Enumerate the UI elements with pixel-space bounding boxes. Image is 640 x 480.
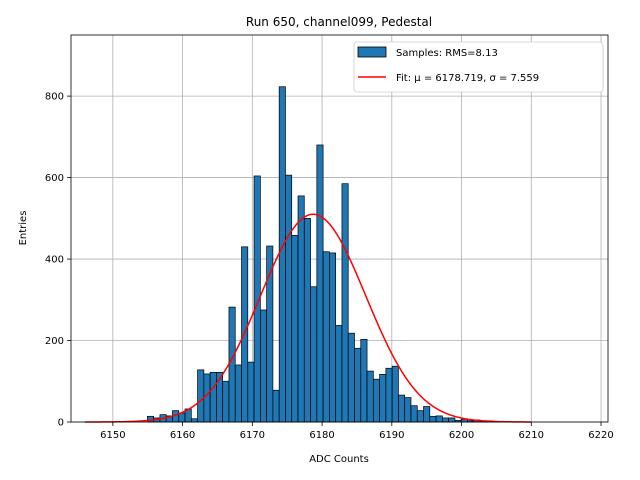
histogram-bar <box>228 306 236 423</box>
legend-bars-swatch <box>357 46 387 58</box>
x-tick-label: 6200 <box>449 430 474 441</box>
x-tick-label: 6170 <box>240 430 265 441</box>
histogram-bar <box>310 286 318 423</box>
legend-fit-label: Fit: μ = 6178.719, σ = 7.559 <box>396 73 539 84</box>
histogram-bar <box>341 183 349 423</box>
histogram-bar <box>416 410 424 423</box>
x-axis-label: ADC Counts <box>309 454 369 465</box>
plot-frame <box>70 34 609 423</box>
histogram-bar <box>285 174 293 423</box>
histogram-bar <box>335 325 343 423</box>
x-tick-label: 6160 <box>170 430 195 441</box>
histogram-bar <box>360 338 368 423</box>
histogram-bar <box>316 144 324 423</box>
legend-box <box>353 41 604 93</box>
x-tick-label: 6180 <box>309 430 334 441</box>
legend: Samples: RMS=8.13 Fit: μ = 6178.719, σ =… <box>353 41 604 93</box>
x-tick-label: 6220 <box>588 430 613 441</box>
y-axis-label: Entries <box>18 211 29 246</box>
histogram-bar <box>354 347 362 423</box>
histogram-bar <box>391 365 399 423</box>
histogram-bar <box>303 217 311 423</box>
histogram-bar <box>329 252 337 423</box>
histogram-bar <box>209 371 217 423</box>
histogram-bar <box>259 309 267 423</box>
x-axis-ticks: 6150 6160 6170 6180 6190 6200 6210 6220 <box>100 422 614 441</box>
histogram-bar <box>322 251 330 423</box>
histogram-bar <box>398 394 406 423</box>
histogram-bar <box>190 418 198 423</box>
histogram-bar <box>366 370 374 423</box>
y-tick-label: 800 <box>45 92 64 103</box>
histogram-bar <box>234 364 242 423</box>
histogram-bar <box>291 235 299 423</box>
histogram-bar <box>178 412 186 423</box>
x-tick-label: 6150 <box>100 430 125 441</box>
histogram-bar <box>347 332 355 423</box>
histogram-bar <box>385 367 393 423</box>
histogram-bar <box>429 415 437 423</box>
histogram-bar <box>423 406 431 423</box>
histogram-bar <box>203 373 211 423</box>
histogram-bar <box>278 86 286 423</box>
histogram-bar <box>372 378 380 423</box>
histogram-bar <box>448 417 456 423</box>
x-tick-label: 6210 <box>519 430 544 441</box>
y-tick-label: 200 <box>45 336 64 347</box>
histogram-bar <box>222 380 230 423</box>
y-tick-label: 0 <box>58 418 64 429</box>
gaussian-fit-curve <box>84 213 532 423</box>
histogram-bar <box>410 405 418 423</box>
histogram-bar <box>197 369 205 423</box>
histogram-bar <box>404 397 412 423</box>
x-tick-label: 6190 <box>379 430 404 441</box>
histogram-bar <box>442 417 449 423</box>
chart-title: Run 650, channel099, Pedestal <box>246 15 432 29</box>
y-axis-ticks: 0 200 400 600 800 <box>45 92 71 429</box>
histogram-bar <box>379 373 387 423</box>
legend-samples-label: Samples: RMS=8.13 <box>396 48 498 59</box>
histogram-bar <box>435 415 443 423</box>
histogram-bar <box>297 195 305 423</box>
y-tick-label: 400 <box>45 255 64 266</box>
histogram-bar <box>247 361 255 423</box>
histogram-bar <box>272 389 280 423</box>
y-tick-label: 600 <box>45 173 64 184</box>
